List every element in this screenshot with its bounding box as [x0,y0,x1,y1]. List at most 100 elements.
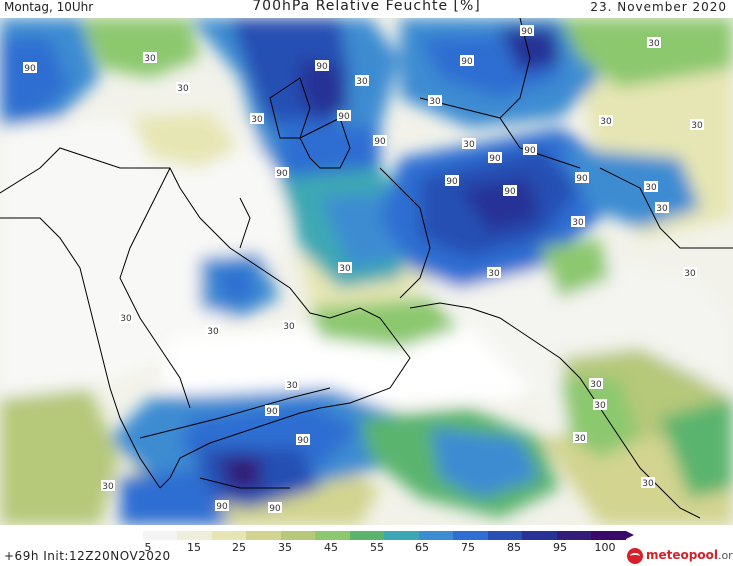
colorbar-tick-label: 85 [507,541,521,554]
contour-label-bg [337,110,351,121]
header-bar: Montag, 10Uhr 700hPa Relative Feuchte [%… [0,0,733,18]
colorbar-tick-label: 95 [553,541,567,554]
contour-label-bg [644,181,658,192]
contour-label-bg [460,55,474,66]
contour-label-bg [285,379,299,390]
colorbar-segment [487,531,523,540]
contour-label: 30 [594,401,606,411]
colorbar-segment [349,531,385,540]
colorbar-tick-label: 65 [415,541,429,554]
contour-label-bg [445,175,459,186]
contour-label: 30 [286,381,298,391]
contour-label: 90 [461,57,473,67]
contour-label: 90 [489,154,501,164]
contour-label: 90 [297,436,309,446]
contour-label-bg [338,262,352,273]
contour-label-bg [206,325,220,336]
contour-label: 30 [691,121,703,131]
contour-label: 90 [338,112,350,122]
colorbar-segment [556,531,592,540]
contour-label: 30 [656,204,668,214]
colorbar-tick-label: 75 [461,541,475,554]
contour-label-bg [589,378,603,389]
contour-label-bg [683,267,697,278]
logo-icon [627,548,643,564]
contour-label-bg [520,25,534,36]
contour-label: 30 [102,482,114,492]
contour-label: 30 [144,54,156,64]
contour-label-bg [250,113,264,124]
contour-label: 90 [374,137,386,147]
contour-label-bg [571,216,585,227]
contour-label-bg [523,144,537,155]
contour-label-bg [599,115,613,126]
colorbar-tick-label: 45 [324,541,338,554]
contour-label: 90 [524,146,536,156]
colorbar-tick-label: 5 [144,541,152,554]
contour-label: 30 [590,380,602,390]
contour-label-bg [655,202,669,213]
contour-label: 30 [642,479,654,489]
contour-label: 30 [572,218,584,228]
contour-label-bg [428,95,442,106]
contour-label: 90 [521,27,533,37]
humidity-field [0,18,733,525]
contour-label-bg [265,405,279,416]
colorbar-segment [591,531,626,540]
colorbar-tick-label: 25 [232,541,246,554]
contour-label-bg [176,82,190,93]
contour-label: 30 [429,97,441,107]
contour-label-bg [575,172,589,183]
contour-label-bg [296,434,310,445]
contour-label-bg [268,502,282,513]
coastlines [0,18,733,519]
contour-label-bg [275,167,289,178]
contour-label-bg [143,52,157,63]
colorbar-segment [280,531,316,540]
contour-label: 90 [269,504,281,514]
meteopool-logo[interactable]: meteopool.org [627,547,733,565]
contour-label-bg [487,267,501,278]
contour-label-bg [488,152,502,163]
contour-label: 30 [645,183,657,193]
colorbar-segment [177,531,212,540]
footer-bar: 5 15 25 35 45 55 65 75 85 95 100 +69h Init:12Z20NO… [0,525,733,566]
contour-label: 30 [600,117,612,127]
contour-label: 90 [276,169,288,179]
contour-label: 30 [251,115,263,125]
contour-label-bg [23,62,37,73]
contour-label-bg [641,477,655,488]
contour-label-bg [647,37,661,48]
colorbar-segment [384,531,419,540]
colorbar-segment [453,531,488,540]
colorbar [108,531,626,540]
contour-label: 30 [648,39,660,49]
colorbar-segment [108,531,143,540]
colorbar-tick-label: 15 [187,541,201,554]
contour-label-bg [282,320,296,331]
contour-label-bg [315,60,329,71]
contour-label: 30 [574,434,586,444]
contour-label: 90 [316,62,328,72]
contour-label-bg [462,138,476,149]
contour-label-bg [503,185,517,196]
contour-label: 30 [463,140,475,150]
colorbar-arrow [626,531,634,539]
colorbar-tick-label: 35 [278,541,292,554]
contour-label: 30 [684,269,696,279]
contour-label: 30 [207,327,219,337]
contour-label-bg [690,119,704,130]
colorbar-segment [315,531,350,540]
contour-label: 30 [339,264,351,274]
contour-label-bg [101,480,115,491]
colorbar-segment [246,531,281,540]
colorbar-ticks: 5 15 25 35 45 55 65 75 85 95 100 [108,541,626,555]
contour-label-bg [119,312,133,323]
contour-label: 30 [488,269,500,279]
contour-label-bg [215,500,229,511]
humidity-map: 90 90 90 90 90 90 90 90 90 90 90 90 90 90 90 90 30 30 30 30… [0,18,733,525]
colorbar-segment [142,531,178,540]
contour-label: 90 [266,407,278,417]
contour-label: 30 [120,314,132,324]
forecast-init-label: +69h Init:12Z20NOV2020 [4,549,171,563]
